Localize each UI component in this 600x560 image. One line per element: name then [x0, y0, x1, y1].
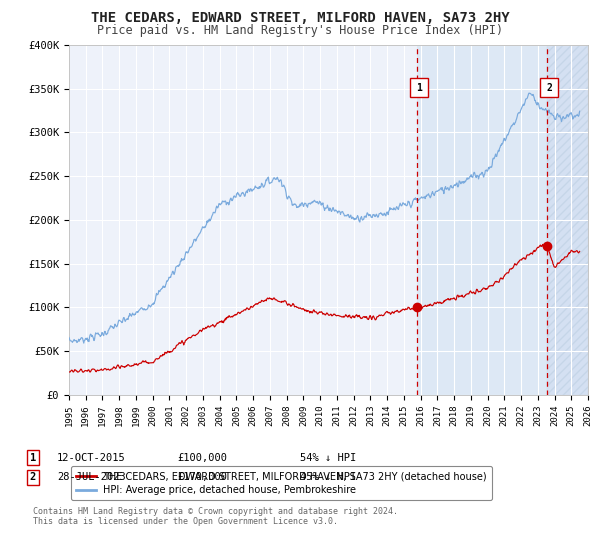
Bar — [547, 45, 588, 395]
FancyBboxPatch shape — [410, 78, 428, 97]
Text: 1: 1 — [416, 83, 422, 92]
Text: Contains HM Land Registry data © Crown copyright and database right 2024.
This d: Contains HM Land Registry data © Crown c… — [33, 507, 398, 526]
Bar — [417, 45, 588, 395]
Text: 45% ↓ HPI: 45% ↓ HPI — [300, 472, 356, 482]
Text: THE CEDARS, EDWARD STREET, MILFORD HAVEN, SA73 2HY: THE CEDARS, EDWARD STREET, MILFORD HAVEN… — [91, 11, 509, 25]
Text: 12-OCT-2015: 12-OCT-2015 — [57, 452, 126, 463]
Text: 54% ↓ HPI: 54% ↓ HPI — [300, 452, 356, 463]
Legend: THE CEDARS, EDWARD STREET, MILFORD HAVEN, SA73 2HY (detached house), HPI: Averag: THE CEDARS, EDWARD STREET, MILFORD HAVEN… — [71, 466, 492, 500]
Text: £170,000: £170,000 — [177, 472, 227, 482]
Text: 2: 2 — [30, 472, 36, 482]
Text: 2: 2 — [546, 83, 552, 92]
Text: 28-JUL-2023: 28-JUL-2023 — [57, 472, 126, 482]
Text: Price paid vs. HM Land Registry's House Price Index (HPI): Price paid vs. HM Land Registry's House … — [97, 24, 503, 36]
FancyBboxPatch shape — [540, 78, 558, 97]
Text: 1: 1 — [30, 452, 36, 463]
Text: £100,000: £100,000 — [177, 452, 227, 463]
